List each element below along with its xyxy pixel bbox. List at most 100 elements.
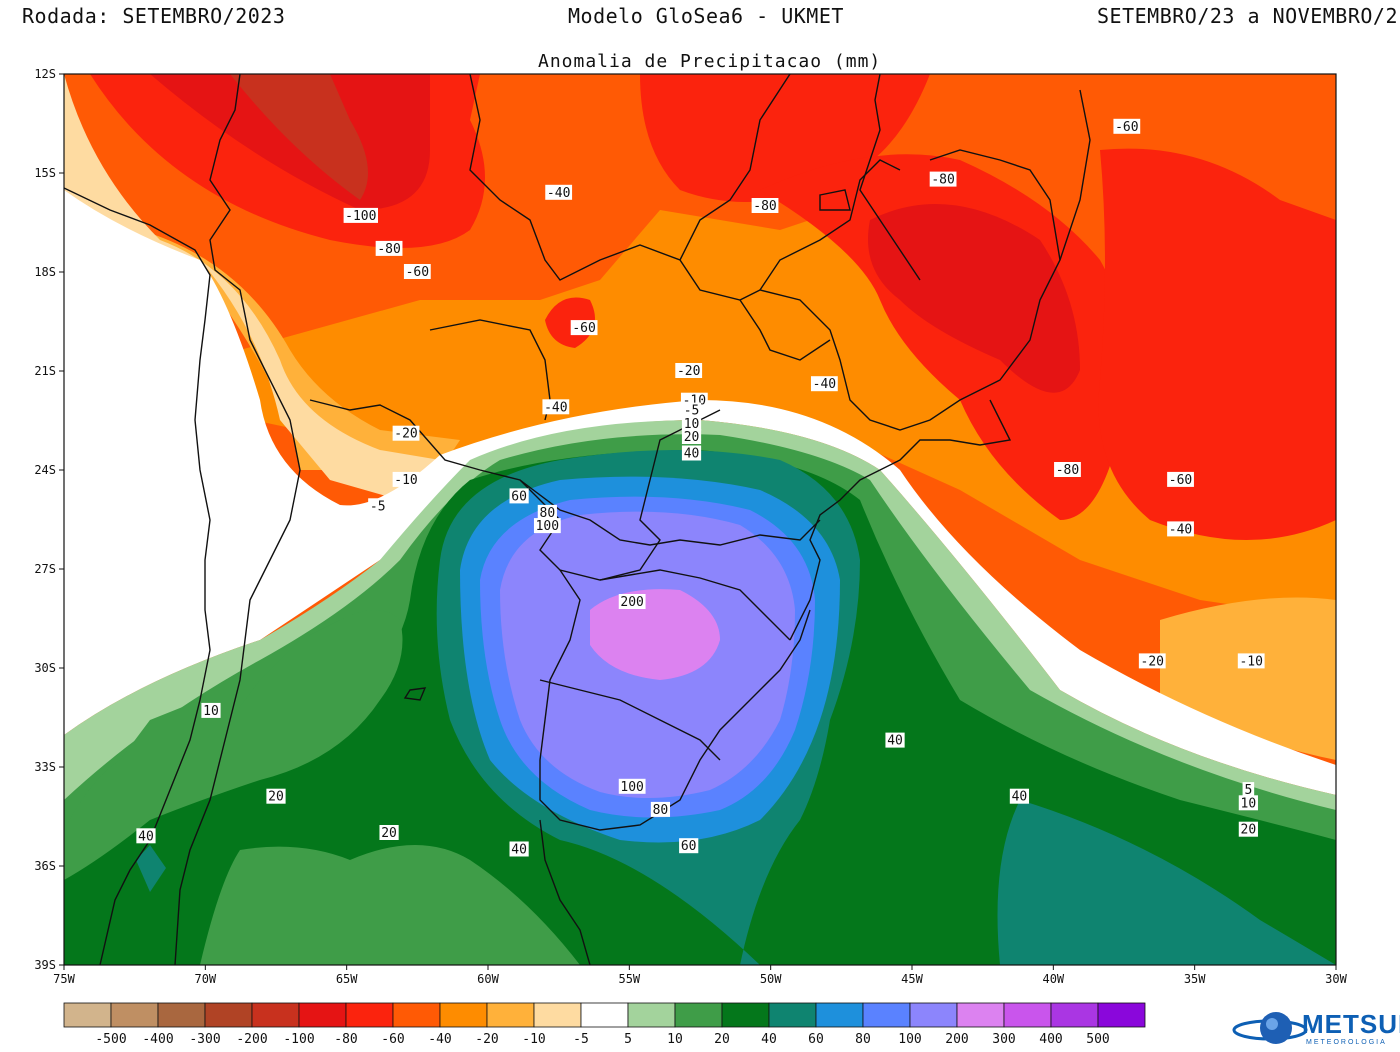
colorbar-level-label: 100 (898, 1032, 921, 1047)
colorbar-level-label: -100 (283, 1032, 314, 1047)
contour-label: 10 (681, 415, 702, 432)
contour-label-bg (885, 732, 905, 748)
lat-tick-label: 39S (34, 958, 56, 972)
colorbar-swatch (1097, 1002, 1146, 1028)
lon-tick-label: 70W (194, 972, 216, 986)
colorbar-level-label: 300 (992, 1032, 1015, 1047)
contour-label: 40 (509, 841, 529, 858)
contour-label: -60 (1113, 118, 1141, 135)
contour-label-bg (1167, 471, 1194, 487)
contour-label-text: 100 (536, 519, 559, 534)
contour-label-text: 200 (620, 595, 643, 610)
contour-label-bg (1113, 118, 1141, 134)
contour-label-text: 80 (540, 506, 556, 521)
contour-label-bg (810, 376, 838, 392)
colorbar-swatch (298, 1002, 347, 1028)
lon-tick-label: 65W (336, 972, 358, 986)
lon-tick-label: 40W (1042, 972, 1064, 986)
contour-label-bg (379, 825, 399, 840)
colorbar-swatch (721, 1002, 770, 1028)
contour-label: -60 (1167, 471, 1194, 488)
contour-label-bg (570, 320, 598, 336)
contour-label: 20 (379, 825, 399, 841)
contour-label: -60 (570, 320, 598, 336)
colorbar-swatch (862, 1002, 911, 1028)
political-borders (64, 74, 1091, 965)
contour-label: -20 (392, 425, 420, 442)
colorbar-level-label: -60 (381, 1032, 404, 1047)
contour-label: -80 (375, 240, 403, 257)
colorbar-level-label: 80 (855, 1032, 871, 1047)
contour-label: -20 (675, 363, 703, 379)
lat-tick-label: 27S (34, 562, 56, 576)
contour-label-text: -10 (394, 473, 417, 488)
contour-label-bg (509, 841, 529, 857)
contour-label-text: 80 (653, 803, 669, 818)
contour-label: -80 (1054, 462, 1081, 478)
model-name-label: Modelo GloSea6 - UKMET (568, 4, 844, 28)
contour-label-bg (392, 425, 420, 441)
contour-label-text: 40 (887, 734, 903, 749)
colorbar-swatch (486, 1002, 535, 1028)
contour-label-text: -80 (753, 199, 776, 214)
contour-label: -5 (368, 498, 388, 514)
contour-label: 100 (533, 518, 561, 534)
contour-label-text: 20 (268, 790, 284, 805)
colorbar-swatch (63, 1002, 112, 1028)
contour-label-text: 10 (684, 417, 700, 432)
contour-label: -80 (929, 171, 957, 188)
contour-label: -60 (403, 264, 431, 280)
map-frame (63, 73, 1337, 966)
contour-label: 40 (136, 828, 156, 844)
colorbar-swatch (768, 1002, 817, 1028)
colorbar-level-label: -5 (573, 1032, 589, 1047)
colorbar-swatch (157, 1002, 206, 1028)
contour-label: -5 (681, 402, 702, 419)
negative-anomaly-field (64, 74, 1336, 760)
colorbar-swatch (815, 1002, 864, 1028)
contour-label-bg (751, 198, 779, 213)
contour-label-text: -20 (677, 364, 700, 379)
contour-label-text: -60 (406, 265, 429, 280)
contour-label-text: -20 (1141, 654, 1164, 669)
contour-label-text: 40 (511, 843, 527, 858)
contour-label-bg (368, 498, 388, 514)
colorbar-level-label: -10 (522, 1032, 545, 1047)
contour-label-bg (1242, 782, 1255, 798)
metsul-globe-logo (1232, 1012, 1308, 1044)
contour-label-bg (201, 702, 221, 718)
contour-label-text: 60 (681, 839, 697, 854)
contour-label-bg (650, 801, 671, 817)
longitude-axis: 75W 70W 65W 60W 55W 50W 45W 40W 35W 30W (53, 965, 1348, 986)
contour-label: 40 (681, 445, 702, 462)
contour-label-bg (681, 429, 702, 444)
lon-tick-label: 35W (1184, 972, 1206, 986)
contour-label: 20 (1238, 821, 1258, 838)
contour-label: 200 (618, 594, 646, 610)
lon-tick-label: 50W (760, 972, 782, 986)
contour-label-text: -5 (370, 499, 386, 514)
colorbar-swatch (110, 1002, 159, 1028)
contour-label: 10 (201, 702, 221, 719)
contour-label-bg (618, 778, 646, 794)
lat-tick-label: 15S (34, 166, 56, 180)
metsul-logo-text: METSUL (1302, 1009, 1400, 1039)
contour-label-text: 20 (1241, 823, 1257, 838)
contour-label-text: -40 (813, 377, 836, 392)
contour-label: -10 (392, 471, 420, 488)
contour-label: -80 (751, 198, 779, 214)
contour-label-text: -80 (931, 173, 954, 188)
contour-label-text: -40 (544, 400, 567, 415)
contour-label: 20 (266, 788, 286, 805)
latitude-axis: 12S 15S 18S 21S 24S 27S 30S 33S 36S 39S (34, 67, 64, 972)
colorbar-swatch (251, 1002, 300, 1028)
contour-label: 40 (885, 732, 905, 749)
colorbar-swatch (909, 1002, 958, 1028)
colorbar-level-label: -500 (95, 1032, 126, 1047)
contour-label-bg (618, 594, 646, 609)
colorbar-level-label: 200 (945, 1032, 968, 1047)
contour-label-bg (533, 518, 561, 534)
lat-tick-label: 36S (34, 859, 56, 873)
metsul-logo-tagline: METEOROLOGIA (1306, 1039, 1387, 1046)
contour-label-text: 40 (138, 829, 154, 844)
